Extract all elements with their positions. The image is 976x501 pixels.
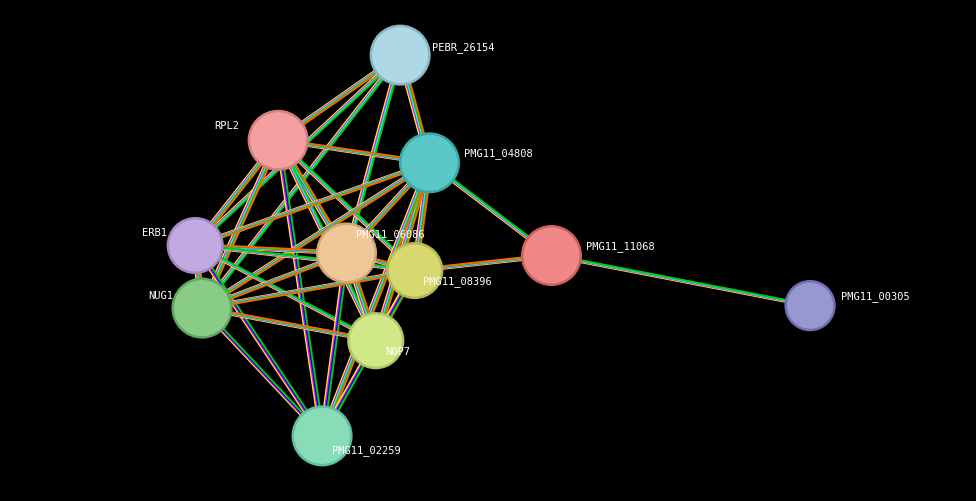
Ellipse shape [371, 26, 429, 84]
Ellipse shape [348, 313, 403, 368]
Text: PEBR_26154: PEBR_26154 [432, 42, 495, 53]
Text: PMG11_04808: PMG11_04808 [464, 148, 532, 159]
Text: PMG11_02259: PMG11_02259 [332, 445, 400, 456]
Ellipse shape [317, 224, 376, 282]
Text: NUG1: NUG1 [148, 291, 174, 301]
Text: PMG11_00305: PMG11_00305 [841, 291, 910, 302]
Ellipse shape [168, 218, 223, 273]
Ellipse shape [249, 111, 307, 169]
Ellipse shape [293, 407, 351, 465]
Ellipse shape [786, 281, 834, 330]
Text: PMG11_08396: PMG11_08396 [423, 276, 491, 287]
Ellipse shape [173, 279, 231, 337]
Text: ERB1: ERB1 [142, 228, 167, 238]
Text: RPL2: RPL2 [215, 121, 240, 131]
Text: PMG11_11068: PMG11_11068 [586, 240, 654, 252]
Ellipse shape [387, 243, 442, 298]
Text: NOP7: NOP7 [386, 347, 411, 357]
Ellipse shape [400, 134, 459, 192]
Text: PMG11_06086: PMG11_06086 [356, 229, 425, 240]
Ellipse shape [522, 226, 581, 285]
